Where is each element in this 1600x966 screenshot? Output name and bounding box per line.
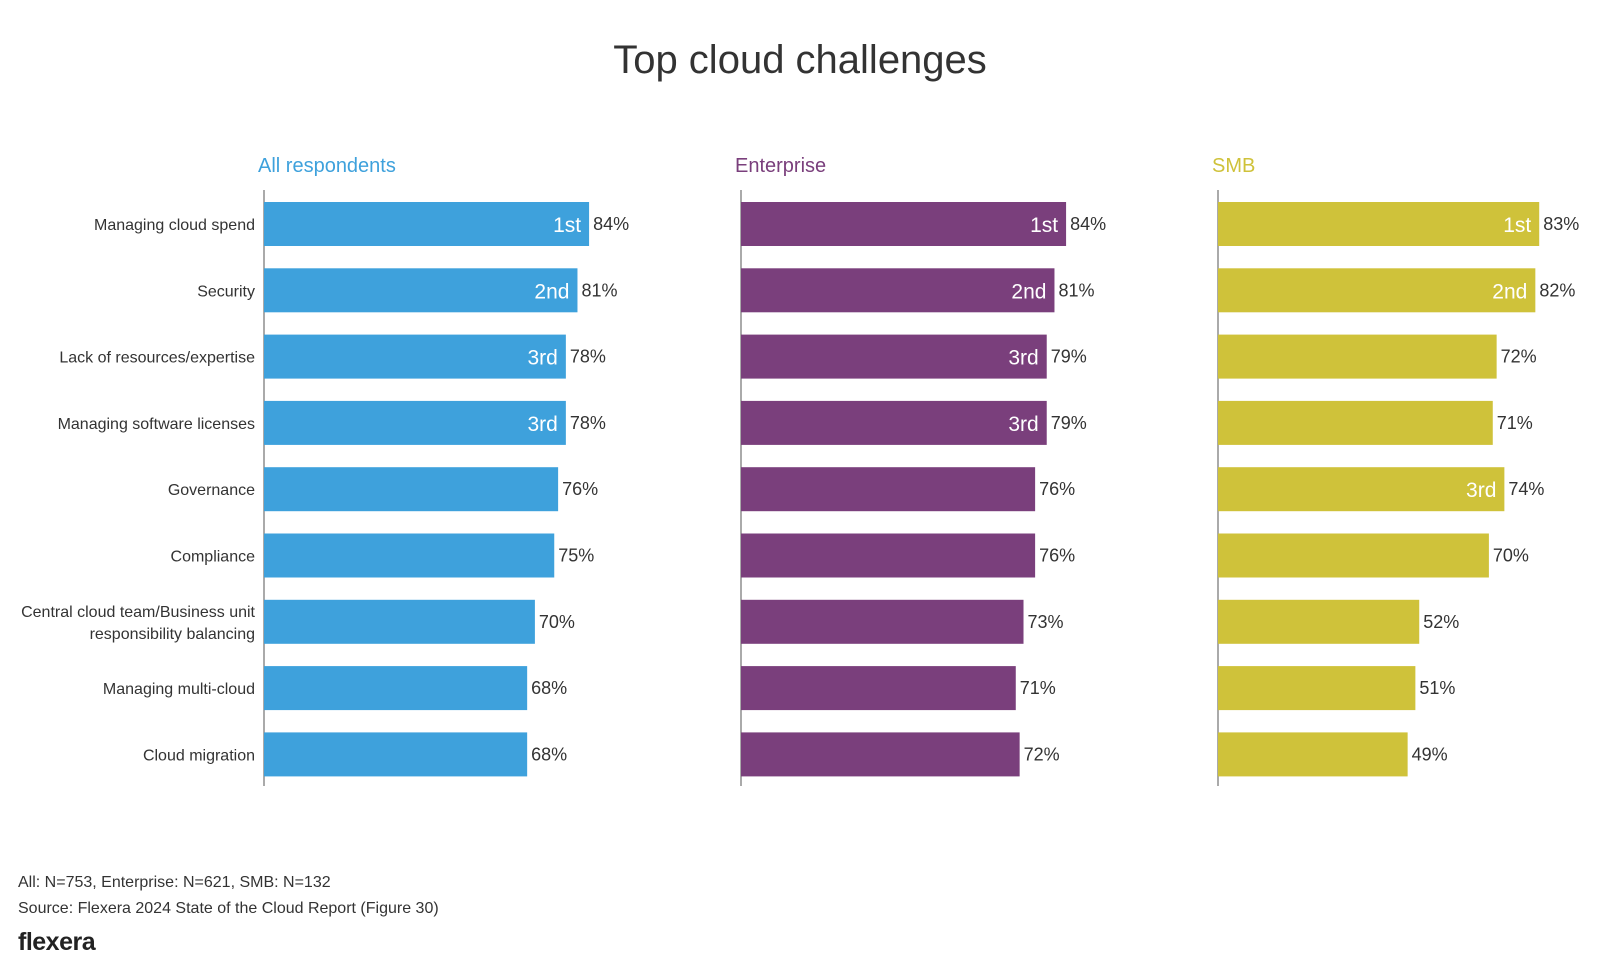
rank-label: 2nd: [1011, 280, 1046, 303]
value-label: 83%: [1543, 214, 1579, 234]
category-label: Security: [197, 283, 255, 300]
value-label: 78%: [570, 347, 606, 367]
bar: [741, 666, 1016, 711]
value-label: 84%: [1070, 214, 1106, 234]
chart-title: Top cloud challenges: [613, 38, 987, 82]
rank-label: 1st: [1030, 214, 1058, 237]
value-label: 71%: [1497, 413, 1533, 433]
value-label: 68%: [531, 744, 567, 764]
series-label: SMB: [1212, 155, 1255, 177]
bar: [741, 467, 1036, 512]
rank-label: 3rd: [528, 347, 558, 370]
category-label: Cloud migration: [143, 747, 255, 764]
category-label: Governance: [168, 482, 255, 499]
value-label: 76%: [562, 479, 598, 499]
bar: [741, 202, 1067, 246]
source-note: Source: Flexera 2024 State of the Cloud …: [18, 900, 439, 917]
category-label: Managing cloud spend: [94, 217, 255, 234]
value-label: 75%: [558, 546, 594, 566]
value-label: 70%: [539, 612, 575, 632]
bar: [1218, 334, 1497, 379]
bar: [264, 400, 566, 445]
value-label: 76%: [1039, 479, 1075, 499]
bar: [264, 268, 578, 313]
value-label: 81%: [581, 280, 617, 300]
rank-label: 3rd: [528, 413, 558, 436]
value-label: 79%: [1051, 347, 1087, 367]
value-label: 70%: [1493, 546, 1529, 566]
bar: [264, 732, 528, 777]
value-label: 79%: [1051, 413, 1087, 433]
bar: [264, 666, 528, 711]
bar: [264, 533, 555, 578]
rank-label: 1st: [1503, 214, 1531, 237]
bar: [741, 599, 1024, 644]
rank-label: 1st: [553, 214, 581, 237]
value-label: 78%: [570, 413, 606, 433]
value-label: 73%: [1028, 612, 1064, 632]
rank-label: 2nd: [1492, 280, 1527, 303]
bar: [1218, 732, 1408, 777]
bar: [741, 334, 1047, 379]
bar: [741, 268, 1055, 313]
bar: [264, 334, 566, 379]
value-label: 82%: [1539, 280, 1575, 300]
bar: [1218, 400, 1493, 445]
flexera-logo: flexera: [18, 928, 96, 956]
value-label: 52%: [1423, 612, 1459, 632]
value-label: 49%: [1412, 744, 1448, 764]
bar: [264, 599, 535, 644]
series-label: Enterprise: [735, 155, 826, 177]
rank-label: 3rd: [1008, 413, 1038, 436]
sample-size-note: All: N=753, Enterprise: N=621, SMB: N=13…: [18, 874, 331, 891]
value-label: 81%: [1058, 280, 1094, 300]
bar: [1218, 599, 1420, 644]
rank-label: 3rd: [1466, 479, 1496, 502]
value-label: 84%: [593, 214, 629, 234]
bar: [264, 202, 590, 246]
category-label: Managing multi-cloud: [103, 681, 255, 698]
bar: [1218, 268, 1536, 313]
value-label: 51%: [1419, 678, 1455, 698]
bar: [741, 533, 1036, 578]
bar: [741, 400, 1047, 445]
category-label: Compliance: [171, 549, 256, 566]
bar: [1218, 533, 1489, 578]
bar: [741, 732, 1020, 777]
bar: [1218, 202, 1540, 246]
rank-label: 2nd: [534, 280, 569, 303]
value-label: 72%: [1501, 347, 1537, 367]
bar: [1218, 467, 1505, 512]
series-label: All respondents: [258, 155, 396, 177]
category-label: Central cloud team/Business unit responsi…: [21, 604, 255, 643]
value-label: 68%: [531, 678, 567, 698]
value-label: 71%: [1020, 678, 1056, 698]
category-label: Managing software licenses: [58, 416, 255, 433]
value-label: 74%: [1508, 479, 1544, 499]
bar: [1218, 666, 1416, 711]
bar: [264, 467, 559, 512]
value-label: 72%: [1024, 744, 1060, 764]
category-label: Lack of resources/expertise: [59, 350, 255, 367]
rank-label: 3rd: [1008, 347, 1038, 370]
value-label: 76%: [1039, 546, 1075, 566]
